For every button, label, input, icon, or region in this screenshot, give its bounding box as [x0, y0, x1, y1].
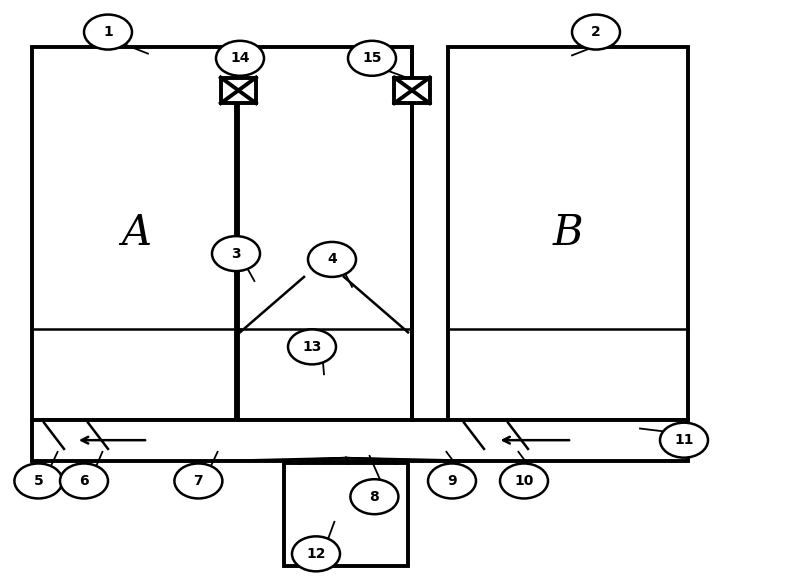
Text: 4: 4: [327, 252, 337, 266]
Circle shape: [14, 463, 62, 498]
Bar: [236, 47, 412, 420]
Text: 8: 8: [370, 490, 379, 504]
Text: 15: 15: [362, 51, 382, 65]
Text: 5: 5: [34, 474, 43, 488]
Circle shape: [348, 41, 396, 76]
Circle shape: [660, 423, 708, 458]
Circle shape: [428, 463, 476, 498]
Text: A: A: [121, 212, 151, 254]
Circle shape: [500, 463, 548, 498]
Text: 12: 12: [306, 547, 326, 561]
Text: 14: 14: [230, 51, 250, 65]
Text: 1: 1: [103, 25, 113, 39]
Circle shape: [292, 536, 340, 571]
Text: 3: 3: [231, 247, 241, 261]
Circle shape: [288, 329, 336, 364]
Circle shape: [308, 242, 356, 277]
Circle shape: [350, 479, 398, 514]
Circle shape: [174, 463, 222, 498]
Text: 6: 6: [79, 474, 89, 488]
Text: 2: 2: [591, 25, 601, 39]
Bar: [221, 78, 256, 103]
Circle shape: [60, 463, 108, 498]
Circle shape: [212, 236, 260, 271]
Bar: [284, 463, 408, 566]
Bar: [32, 47, 240, 420]
Bar: [394, 78, 430, 103]
Circle shape: [84, 15, 132, 50]
Text: 13: 13: [302, 340, 322, 354]
Text: 7: 7: [194, 474, 203, 488]
Bar: [448, 47, 688, 420]
Bar: [32, 420, 688, 461]
Text: 11: 11: [674, 433, 694, 447]
Circle shape: [216, 41, 264, 76]
Text: 10: 10: [514, 474, 534, 488]
Circle shape: [572, 15, 620, 50]
Text: 9: 9: [447, 474, 457, 488]
Text: B: B: [553, 212, 583, 254]
